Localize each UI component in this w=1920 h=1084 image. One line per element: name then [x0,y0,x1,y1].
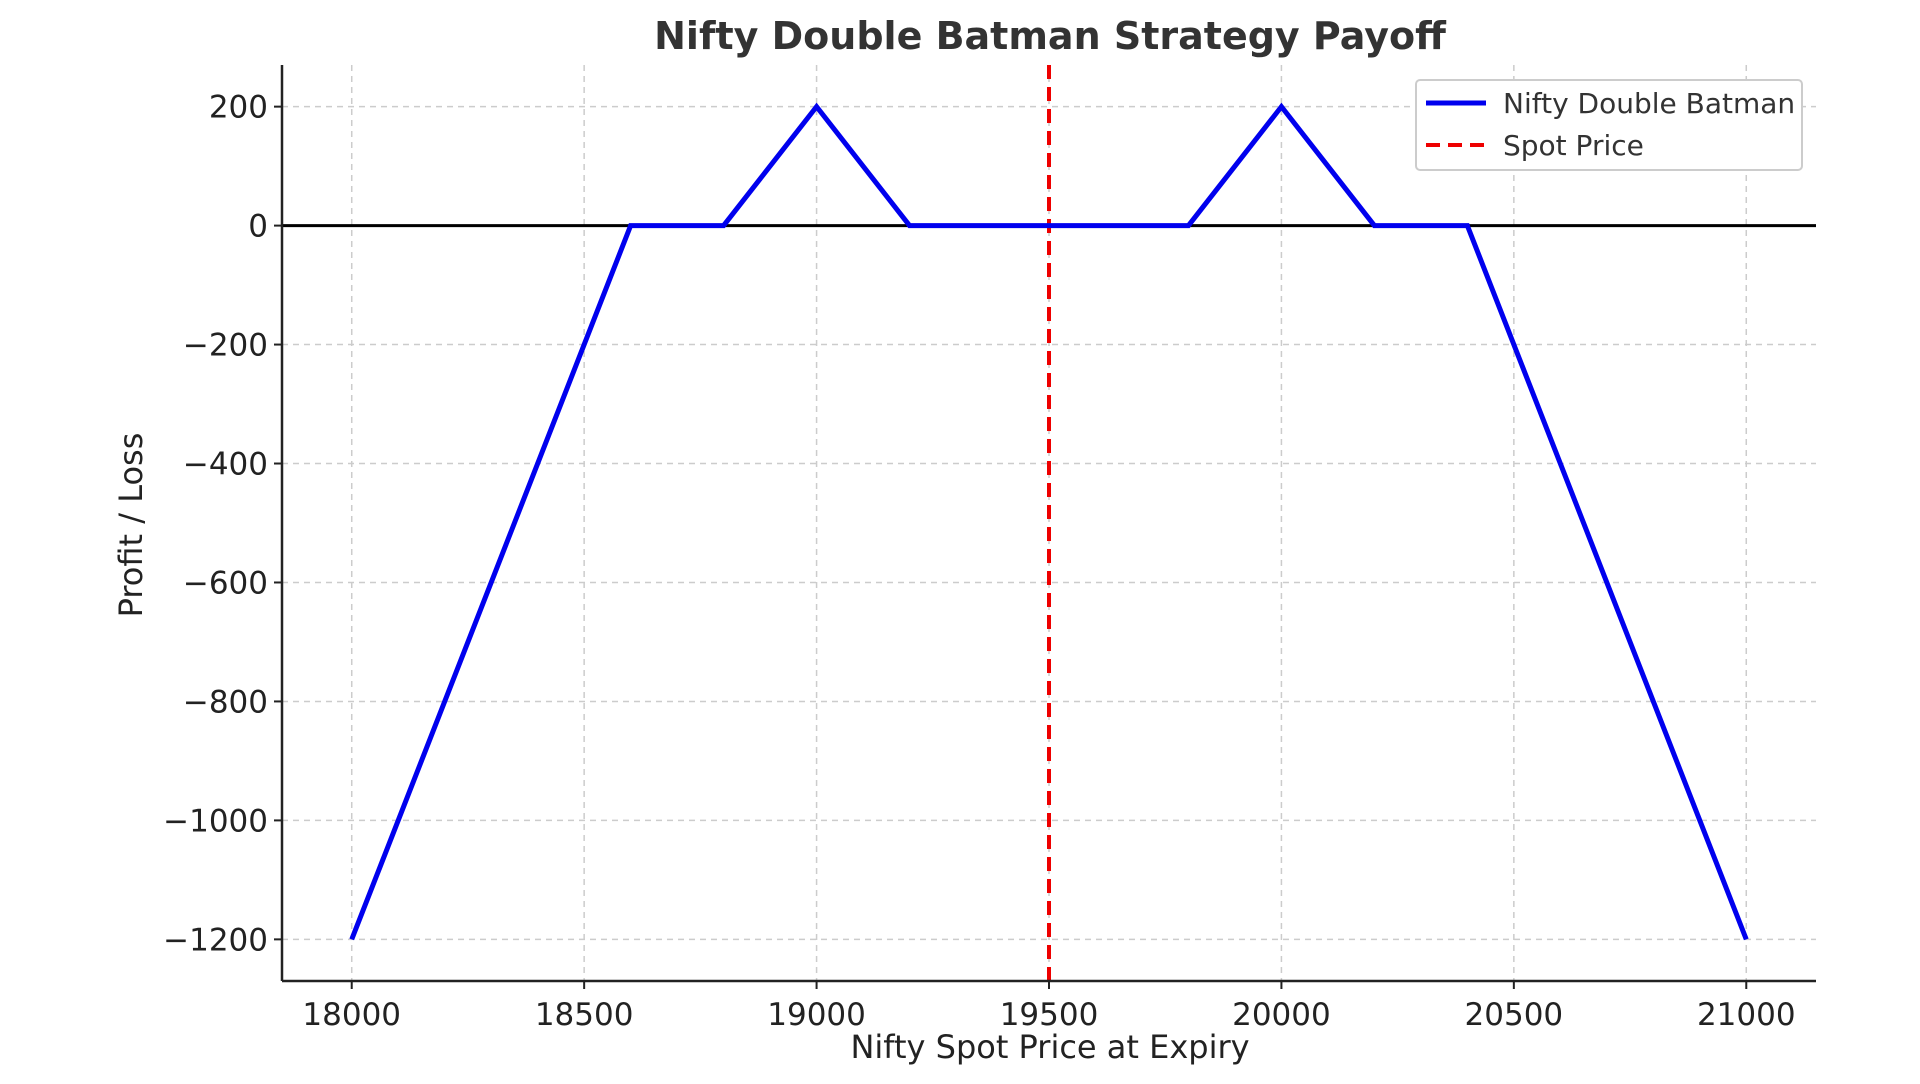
y-tick-labels: 200 0 −200 −400 −600 −800 −1000 −1200 [163,90,268,959]
x-tick-label: 20500 [1465,997,1564,1033]
y-tick-label: −400 [183,447,268,483]
x-axis-label: Nifty Spot Price at Expiry [850,1028,1249,1066]
x-tick-label: 18000 [302,997,401,1033]
legend-label-spot-price: Spot Price [1503,129,1644,162]
legend: Nifty Double Batman Spot Price [1416,80,1802,170]
y-tick-label: −1000 [163,803,268,839]
chart-title: Nifty Double Batman Strategy Payoff [654,14,1447,58]
y-tick-label: −800 [183,684,268,720]
y-axis-label: Profit / Loss [112,433,150,618]
legend-label-nifty-double-batman: Nifty Double Batman [1503,87,1795,120]
y-tick-label: 200 [209,90,268,126]
x-tick-label: 18500 [535,997,634,1033]
y-tick-label: −600 [183,565,268,601]
y-tick-label: −200 [183,328,268,364]
x-tick-label: 21000 [1697,997,1796,1033]
y-tick-label: −1200 [163,922,268,958]
y-tick-label: 0 [248,209,268,245]
